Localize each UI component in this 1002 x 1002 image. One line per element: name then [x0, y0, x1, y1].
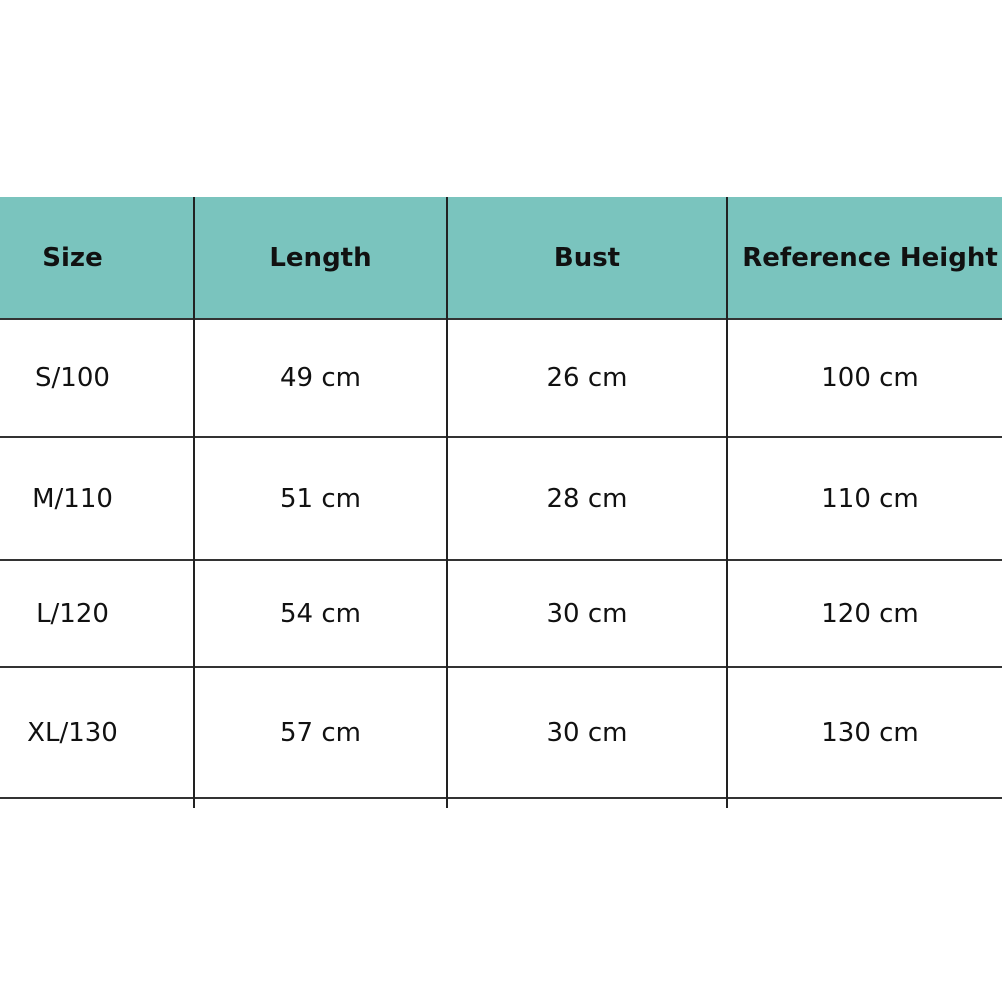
header-reference-height: Reference Height	[742, 242, 998, 273]
cell-size: L/120	[36, 598, 109, 629]
row-divider	[0, 318, 1002, 320]
cell-size: S/100	[35, 363, 110, 393]
column-divider	[193, 197, 195, 808]
cell-bust: 30 cm	[546, 598, 628, 629]
column-divider	[446, 197, 448, 808]
header-size: Size	[42, 242, 103, 273]
row-divider	[0, 436, 1002, 438]
cell-length: 57 cm	[280, 717, 361, 748]
cell-length: 54 cm	[280, 598, 361, 629]
cell-reference-height: 110 cm	[821, 483, 919, 514]
row-divider	[0, 559, 1002, 561]
row-divider	[0, 797, 1002, 799]
header-bust: Bust	[553, 242, 621, 273]
header-row	[0, 197, 1002, 319]
row-divider	[0, 666, 1002, 668]
column-divider	[726, 197, 728, 808]
cell-length: 51 cm	[280, 483, 361, 514]
header-length: Length	[269, 242, 372, 273]
cell-bust: 26 cm	[546, 363, 628, 393]
cell-reference-height: 130 cm	[821, 717, 919, 748]
cell-bust: 28 cm	[546, 483, 628, 514]
cell-size: XL/130	[27, 717, 118, 748]
cell-reference-height: 120 cm	[821, 598, 919, 629]
cell-size: M/110	[32, 483, 113, 514]
cell-length: 49 cm	[280, 363, 361, 393]
cell-bust: 30 cm	[546, 717, 628, 748]
cell-reference-height: 100 cm	[821, 363, 919, 393]
